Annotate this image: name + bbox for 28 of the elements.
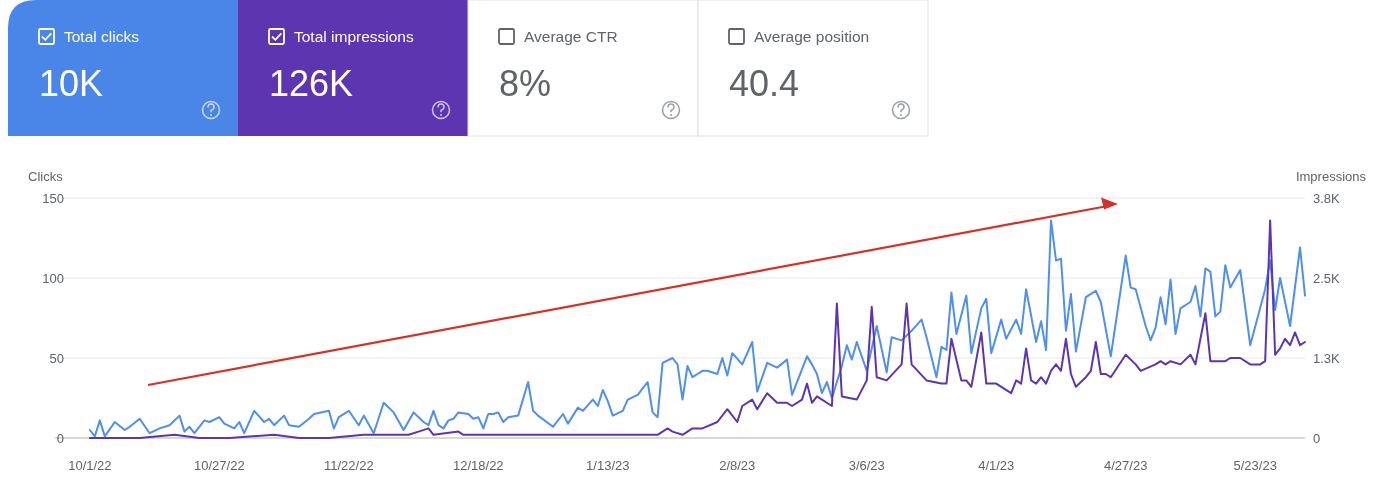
y2-tick-label: 1.3K bbox=[1313, 350, 1341, 366]
y2-tick-label: 2.5K bbox=[1313, 270, 1341, 286]
x-tick-label: 4/27/23 bbox=[1104, 458, 1148, 473]
y-tick-label: 0 bbox=[56, 430, 64, 446]
x-tick-label: 12/18/22 bbox=[453, 458, 504, 473]
x-tick-label: 1/13/23 bbox=[586, 458, 630, 473]
y-tick-label: 100 bbox=[42, 270, 64, 286]
x-tick-label: 10/27/22 bbox=[194, 458, 245, 473]
category-label: Total impressions bbox=[294, 28, 414, 45]
x-tick-label: 10/1/22 bbox=[68, 458, 112, 473]
y2-tick-label: 0 bbox=[1313, 430, 1321, 446]
y-tick-label: 50 bbox=[49, 350, 64, 366]
category-label: Average CTR bbox=[524, 28, 618, 45]
y-tick-label: 150 bbox=[42, 190, 64, 206]
y2-tick-label: 3.8K bbox=[1313, 190, 1341, 206]
category-label: Total clicks bbox=[64, 28, 140, 45]
y2-axis-title: Impressions bbox=[1295, 169, 1367, 184]
text: 126K bbox=[269, 63, 354, 104]
x-tick-label: 5/23/23 bbox=[1233, 458, 1277, 473]
y-axis-title: Clicks bbox=[28, 169, 64, 184]
x-tick-label: 11/22/22 bbox=[324, 458, 374, 473]
text: 8% bbox=[499, 63, 552, 104]
x-tick-label: 3/6/23 bbox=[848, 458, 885, 473]
x-tick-label: 4/1/23 bbox=[978, 458, 1015, 473]
category-label: Average position bbox=[754, 28, 870, 45]
x-tick-label: 2/8/23 bbox=[719, 458, 756, 473]
text: 40.4 bbox=[729, 63, 800, 104]
text: 10K bbox=[39, 63, 104, 104]
